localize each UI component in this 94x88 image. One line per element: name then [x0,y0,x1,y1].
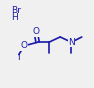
Text: O: O [21,41,28,50]
Text: I: I [17,53,20,62]
Text: Br: Br [11,6,21,15]
Text: N: N [68,38,75,47]
Text: H: H [11,13,18,22]
Text: O: O [32,27,39,36]
